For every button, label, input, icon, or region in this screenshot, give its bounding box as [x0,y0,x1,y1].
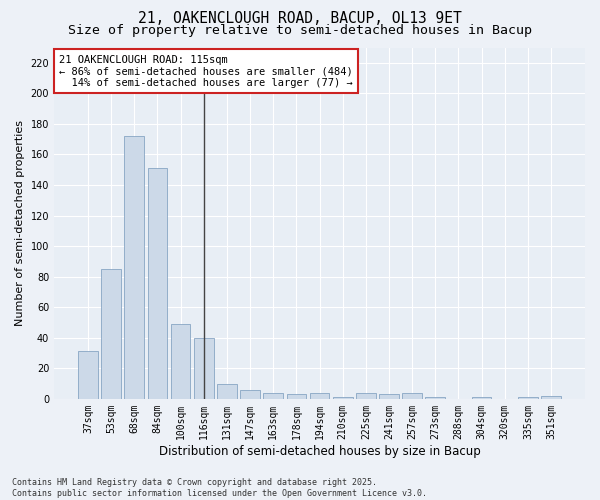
Bar [240,390,260,399]
Bar [217,384,237,399]
Bar [194,338,214,399]
Bar [518,398,538,399]
Text: 21 OAKENCLOUGH ROAD: 115sqm
← 86% of semi-detached houses are smaller (484)
  14: 21 OAKENCLOUGH ROAD: 115sqm ← 86% of sem… [59,54,353,88]
Bar [333,398,353,399]
Bar [425,398,445,399]
Bar [287,394,306,399]
X-axis label: Distribution of semi-detached houses by size in Bacup: Distribution of semi-detached houses by … [158,444,481,458]
Bar [124,136,144,399]
Bar [402,392,422,399]
Bar [171,324,190,399]
Text: Contains HM Land Registry data © Crown copyright and database right 2025.
Contai: Contains HM Land Registry data © Crown c… [12,478,427,498]
Y-axis label: Number of semi-detached properties: Number of semi-detached properties [15,120,25,326]
Bar [310,392,329,399]
Bar [541,396,561,399]
Bar [379,394,399,399]
Bar [148,168,167,399]
Bar [472,398,491,399]
Text: Size of property relative to semi-detached houses in Bacup: Size of property relative to semi-detach… [68,24,532,37]
Bar [356,392,376,399]
Bar [78,352,98,399]
Bar [101,269,121,399]
Bar [263,392,283,399]
Text: 21, OAKENCLOUGH ROAD, BACUP, OL13 9ET: 21, OAKENCLOUGH ROAD, BACUP, OL13 9ET [138,11,462,26]
